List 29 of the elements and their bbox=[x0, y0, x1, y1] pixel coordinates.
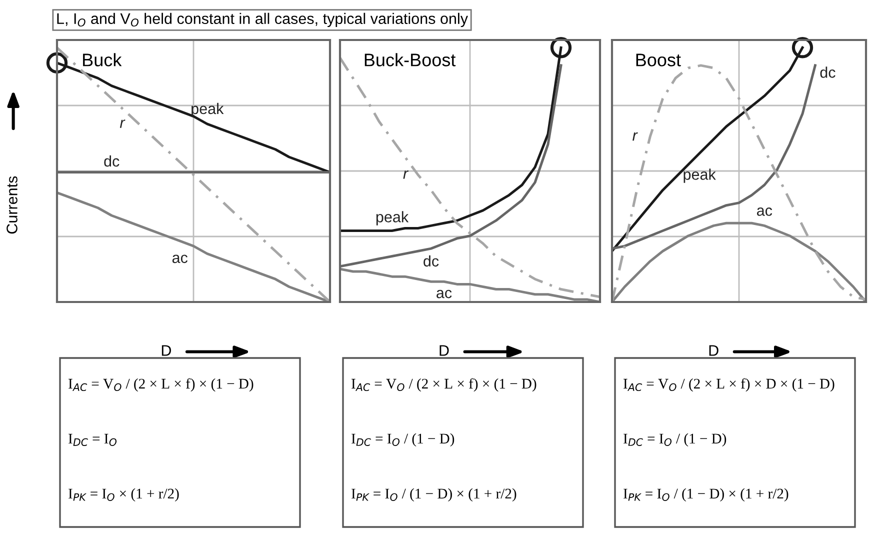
series-label: dc bbox=[820, 66, 836, 78]
series-label: ac bbox=[436, 290, 452, 298]
series-label: r bbox=[632, 132, 638, 141]
series-label: peak bbox=[192, 102, 224, 118]
series-label: r bbox=[403, 170, 409, 179]
text: I$_{AC}$ = V$_{O}$ / (2 × L × f) × (1 − D) bbox=[68, 378, 254, 392]
text: I$_{PK}$ = I$_{O}$ / (1 − D) × (1 + r/2) bbox=[352, 488, 516, 502]
text: I$_{DC}$ = I$_{O}$ / (1 − D) bbox=[352, 433, 454, 447]
series-label: r bbox=[120, 120, 126, 128]
y-axis-title: Currents bbox=[6, 176, 18, 234]
x-axis-title: D bbox=[162, 345, 171, 356]
text: I$_{PK}$ = I$_{O}$ × (1 + r/2) bbox=[68, 488, 179, 502]
chart-title: Buck bbox=[83, 53, 122, 66]
series-label: peak bbox=[376, 211, 409, 226]
text: I$_{DC}$ = I$_{O}$ / (1 − D) bbox=[624, 433, 726, 447]
chart-title: Buck-Boost bbox=[364, 53, 456, 66]
series-label: ac bbox=[172, 254, 188, 264]
text: I$_{PK}$ = I$_{O}$ / (1 − D) × (1 + r/2) bbox=[624, 488, 788, 502]
chart-title: Boost bbox=[636, 54, 681, 66]
text: I$_{DC}$ = I$_{O}$ bbox=[68, 434, 117, 446]
text: I$_{AC}$ = V$_{O}$ / (2 × L × f) × D × (1 − D) bbox=[624, 378, 834, 392]
series-label: ac bbox=[756, 208, 772, 216]
x-axis-title: D bbox=[440, 345, 449, 356]
text: I$_{AC}$ = V$_{O}$ / (2 × L × f) × (1 − D) bbox=[352, 378, 536, 392]
series-label: dc bbox=[424, 255, 439, 267]
x-axis-title: D bbox=[709, 345, 718, 356]
series-label: dc bbox=[104, 155, 120, 167]
series-label: peak bbox=[684, 168, 716, 183]
chart-subtitle: L, I$_{O}$ and V$_{O}$ held constant in all cases, typical variations only bbox=[57, 12, 468, 28]
